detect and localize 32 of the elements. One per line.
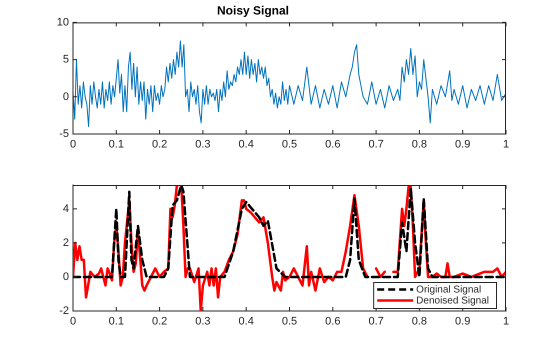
x-tick-label: 0.6 [325,138,340,151]
legend-label: Denoised Signal [416,295,489,306]
x-tick-label: 0.6 [325,316,340,328]
x-tick-label: 0.8 [412,138,428,151]
x-tick-label: 0.4 [238,138,254,151]
x-tick-label: 0.3 [195,316,211,328]
x-tick-label: 0.2 [152,138,168,151]
x-tick-label: 1 [502,316,510,328]
y-tick-label: 5 [62,54,69,66]
y-tick-label: -2 [59,305,69,318]
chart-title: Noisy Signal [216,4,290,18]
y-tick-label: 0 [62,270,69,283]
x-tick-label: 1 [502,138,510,151]
legend-label: Original Signal [416,284,482,296]
x-tick-label: 0.2 [152,316,168,328]
x-tick-label: 0.3 [195,138,211,151]
x-tick-label: 0.9 [455,138,470,151]
x-tick-label: 0.4 [238,316,254,328]
x-tick-label: 0.9 [455,316,470,328]
y-tick-label: 0 [62,90,69,103]
x-tick-label: 0.7 [368,316,384,328]
x-tick-label: 0.8 [412,316,428,328]
y-tick-label: 2 [62,236,69,249]
x-tick-label: 0.7 [368,138,384,151]
y-tick-label: -5 [59,128,69,140]
x-tick-label: 0.5 [282,138,298,151]
y-tick-label: 4 [62,202,69,215]
x-tick-label: 0.5 [282,316,298,328]
line-series [73,185,506,278]
y-tick-label: 10 [56,16,69,28]
x-tick-label: 0.1 [108,138,124,151]
x-tick-label: 0.1 [108,316,124,328]
